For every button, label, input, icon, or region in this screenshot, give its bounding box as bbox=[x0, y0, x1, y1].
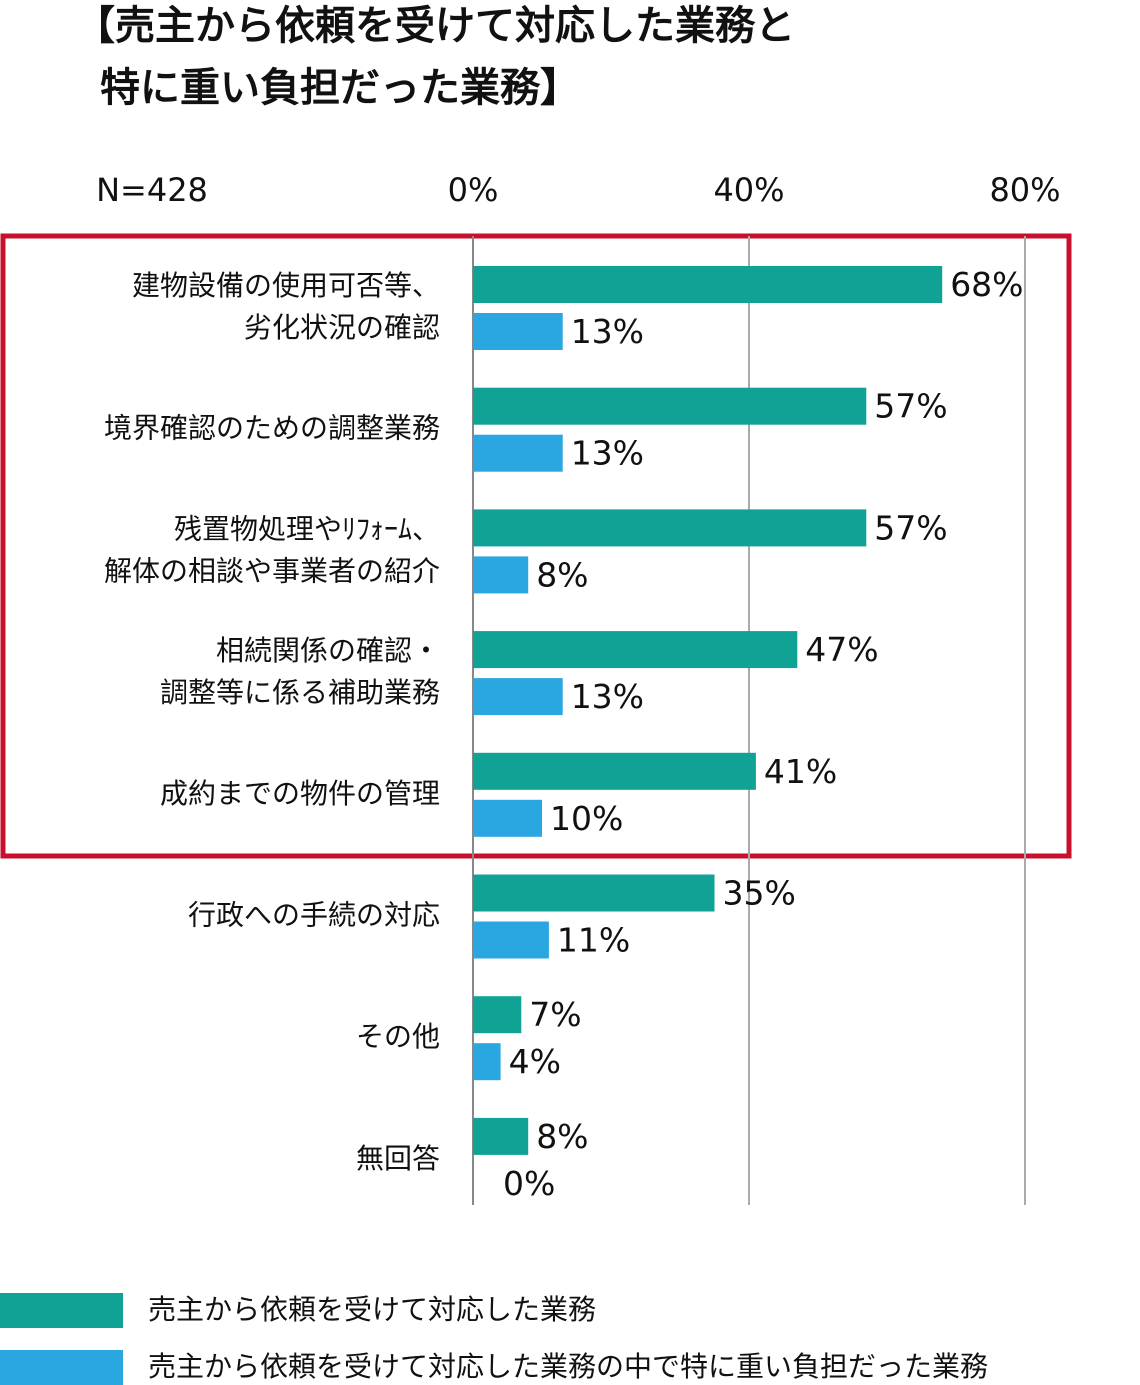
legend-swatch bbox=[0, 1293, 123, 1328]
bar bbox=[473, 874, 715, 912]
category-label: 無回答 bbox=[356, 1142, 440, 1175]
category-label: 劣化状況の確認 bbox=[244, 311, 440, 344]
value-label: 0% bbox=[503, 1164, 555, 1203]
x-tick-label: 80% bbox=[989, 171, 1060, 209]
category-label: 行政への手続の対応 bbox=[188, 899, 440, 932]
bar bbox=[473, 921, 549, 959]
value-label: 57% bbox=[874, 387, 947, 426]
bar bbox=[473, 996, 522, 1034]
bar bbox=[473, 556, 529, 594]
value-label: 35% bbox=[723, 874, 796, 913]
category-label: 境界確認のための調整業務 bbox=[104, 412, 440, 445]
category-label: 建物設備の使用可否等、 bbox=[132, 269, 440, 302]
bar bbox=[473, 387, 867, 425]
bar bbox=[473, 1117, 529, 1155]
bar bbox=[473, 434, 563, 472]
category-label: 残置物処理やﾘﾌｫｰﾑ、 bbox=[174, 512, 440, 545]
value-label: 68% bbox=[950, 265, 1023, 304]
x-tick-label: 0% bbox=[448, 171, 499, 209]
bar bbox=[473, 266, 943, 303]
value-label: 7% bbox=[529, 995, 581, 1034]
value-label: 57% bbox=[874, 508, 947, 547]
legend-label: 売主から依頼を受けて対応した業務 bbox=[148, 1293, 596, 1326]
category-label: 相続関係の確認・ bbox=[216, 634, 440, 667]
bar bbox=[473, 631, 798, 669]
value-label: 4% bbox=[509, 1042, 561, 1081]
category-label: 成約までの物件の管理 bbox=[160, 777, 440, 810]
value-label: 10% bbox=[550, 799, 623, 838]
value-label: 13% bbox=[571, 434, 644, 473]
category-label: 解体の相談や事業者の紹介 bbox=[104, 554, 440, 587]
bar bbox=[473, 1043, 501, 1081]
highlight-box bbox=[0, 233, 1072, 859]
x-tick-label: 40% bbox=[713, 171, 784, 209]
bar bbox=[473, 678, 563, 716]
chart-title: 特に重い負担だった業務】 bbox=[100, 65, 580, 111]
category-label: その他 bbox=[356, 1020, 440, 1053]
legend-swatch bbox=[0, 1350, 123, 1385]
value-label: 8% bbox=[536, 555, 588, 594]
annotation: N=428 bbox=[96, 171, 208, 209]
bar bbox=[473, 509, 867, 547]
bar bbox=[473, 313, 563, 350]
bar bbox=[473, 799, 542, 837]
value-label: 11% bbox=[557, 921, 630, 960]
legend-label: 売主から依頼を受けて対応した業務の中で特に重い負担だった業務 bbox=[148, 1350, 988, 1383]
value-label: 13% bbox=[571, 312, 644, 351]
value-label: 8% bbox=[536, 1117, 588, 1156]
bar bbox=[473, 752, 756, 790]
value-label: 13% bbox=[571, 677, 644, 716]
category-label: 調整等に係る補助業務 bbox=[160, 676, 440, 709]
value-label: 41% bbox=[764, 752, 837, 791]
value-label: 47% bbox=[805, 630, 878, 669]
chart-title: 【売主から依頼を受けて対応した業務と bbox=[75, 3, 795, 49]
